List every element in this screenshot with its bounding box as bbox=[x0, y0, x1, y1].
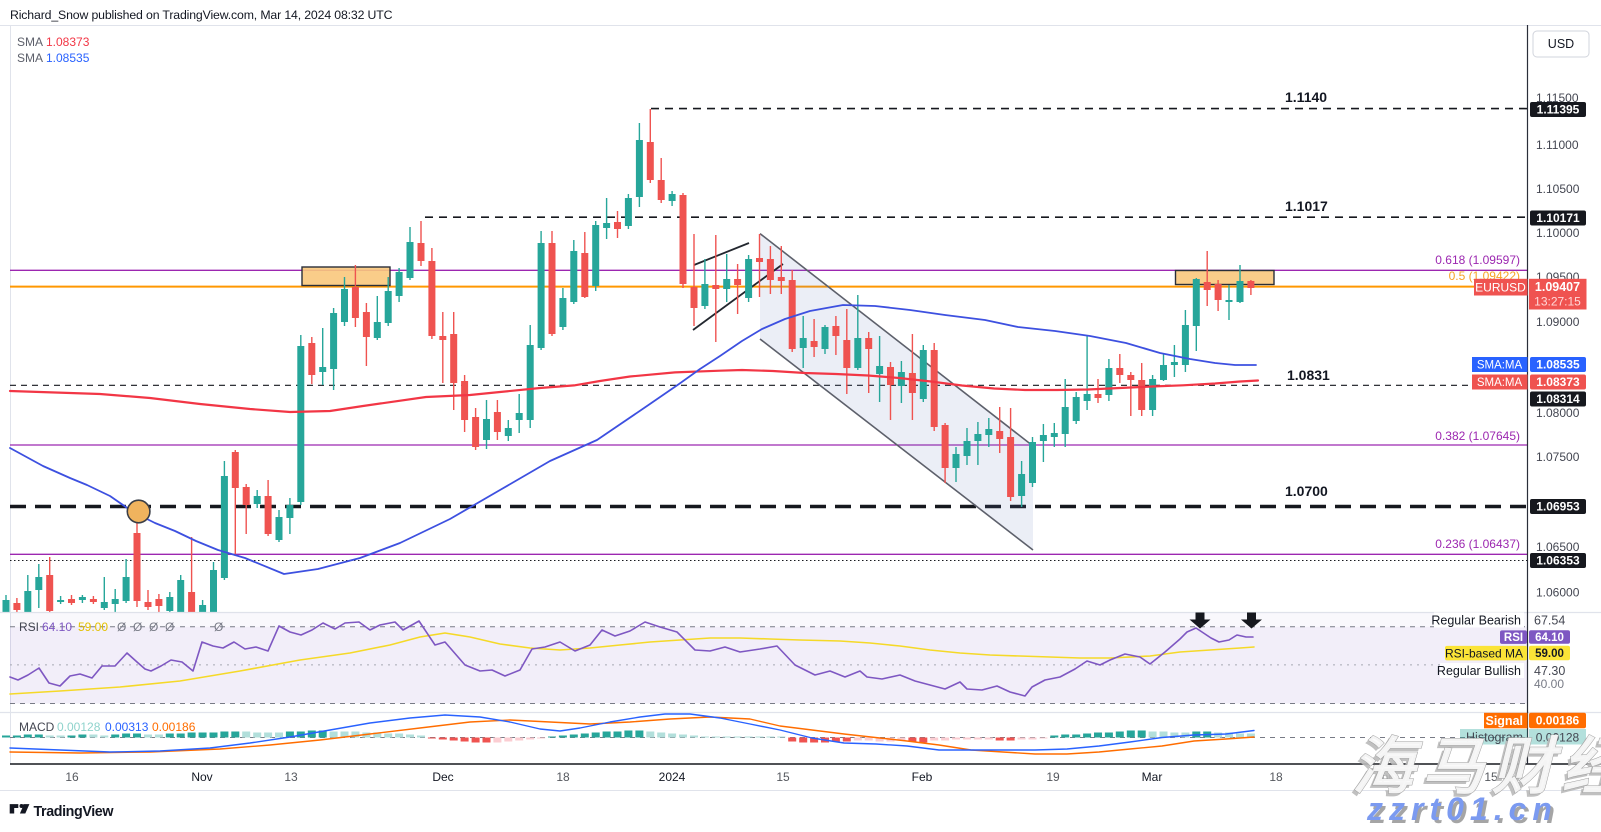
svg-text:海马财经: 海马财经 bbox=[1349, 736, 1601, 805]
svg-text:0.00313: 0.00313 bbox=[105, 720, 149, 734]
svg-text:0.382 (1.07645): 0.382 (1.07645) bbox=[1435, 429, 1520, 443]
svg-text:2024: 2024 bbox=[659, 770, 686, 784]
svg-text:59.00: 59.00 bbox=[78, 620, 108, 634]
svg-text:Ø: Ø bbox=[214, 620, 223, 634]
svg-text:Feb: Feb bbox=[912, 770, 933, 784]
svg-text:RSI-based MA: RSI-based MA bbox=[1445, 646, 1523, 660]
svg-text:1.07500: 1.07500 bbox=[1536, 450, 1580, 464]
svg-text:18: 18 bbox=[556, 770, 570, 784]
svg-text:40.00: 40.00 bbox=[1534, 677, 1564, 691]
svg-text:1.08373: 1.08373 bbox=[46, 35, 90, 49]
svg-text:19: 19 bbox=[1046, 770, 1060, 784]
svg-text:zzrt01.cn: zzrt01.cn bbox=[1369, 794, 1561, 827]
svg-text:海马财经: 海马财经 bbox=[1352, 733, 1601, 802]
svg-text:1.08373: 1.08373 bbox=[1536, 375, 1580, 389]
svg-text:47.30: 47.30 bbox=[1534, 664, 1565, 678]
svg-text:1.11500: 1.11500 bbox=[1536, 91, 1579, 105]
svg-text:1.06000: 1.06000 bbox=[1536, 586, 1580, 600]
svg-text:0.00186: 0.00186 bbox=[1536, 714, 1580, 728]
svg-text:SMA:MA: SMA:MA bbox=[1477, 360, 1523, 372]
svg-text:1.1017: 1.1017 bbox=[1285, 198, 1328, 214]
svg-text:Nov: Nov bbox=[191, 770, 212, 784]
svg-text:1.09407: 1.09407 bbox=[1535, 280, 1580, 294]
svg-text:SMA:MA: SMA:MA bbox=[1477, 377, 1523, 389]
svg-text:1.0831: 1.0831 bbox=[1287, 367, 1330, 383]
svg-text:1.06500: 1.06500 bbox=[1536, 540, 1580, 554]
svg-text:MACD: MACD bbox=[19, 720, 55, 734]
svg-text:SMA: SMA bbox=[17, 51, 43, 65]
svg-text:RSI: RSI bbox=[1504, 632, 1523, 644]
svg-text:Signal: Signal bbox=[1485, 714, 1523, 728]
svg-text:Ø: Ø bbox=[165, 620, 174, 634]
svg-text:RSI: RSI bbox=[19, 620, 39, 634]
svg-text:1.11000: 1.11000 bbox=[1536, 138, 1579, 152]
svg-text:1.06953: 1.06953 bbox=[1536, 500, 1580, 514]
svg-text:1.1140: 1.1140 bbox=[1285, 89, 1327, 105]
svg-text:15: 15 bbox=[776, 770, 790, 784]
svg-text:Richard_Snow published on Trad: Richard_Snow published on TradingView.co… bbox=[10, 8, 393, 22]
svg-text:64.10: 64.10 bbox=[1535, 632, 1564, 644]
svg-text:18: 18 bbox=[1269, 770, 1283, 784]
svg-text:1.10171: 1.10171 bbox=[1536, 211, 1580, 225]
svg-text:1.06353: 1.06353 bbox=[1536, 554, 1580, 568]
svg-text:zzrt01.cn: zzrt01.cn bbox=[1366, 791, 1558, 827]
svg-text:0.236 (1.06437): 0.236 (1.06437) bbox=[1435, 537, 1520, 551]
svg-text:Ø: Ø bbox=[149, 620, 158, 634]
svg-text:0.00186: 0.00186 bbox=[152, 720, 196, 734]
svg-text:0.618 (1.09597): 0.618 (1.09597) bbox=[1435, 253, 1520, 267]
svg-text:USD: USD bbox=[1548, 37, 1574, 51]
svg-text:59.00: 59.00 bbox=[1535, 648, 1564, 660]
svg-text:Ø: Ø bbox=[133, 620, 142, 634]
svg-text:64.10: 64.10 bbox=[42, 620, 72, 634]
svg-text:1.08535: 1.08535 bbox=[46, 51, 90, 65]
svg-text:1.0700: 1.0700 bbox=[1285, 483, 1328, 499]
svg-text:16: 16 bbox=[65, 770, 79, 784]
svg-text:1.08314: 1.08314 bbox=[1536, 392, 1580, 406]
svg-text:15: 15 bbox=[1484, 770, 1498, 784]
svg-text:Histogram: Histogram bbox=[1466, 730, 1523, 744]
svg-text:Regular Bullish: Regular Bullish bbox=[1437, 664, 1521, 678]
svg-text:Apr: Apr bbox=[1374, 770, 1393, 784]
svg-text:13: 13 bbox=[284, 770, 298, 784]
svg-text:1.11395: 1.11395 bbox=[1537, 103, 1580, 117]
svg-text:13:27:15: 13:27:15 bbox=[1534, 295, 1581, 309]
svg-text:SMA: SMA bbox=[17, 35, 43, 49]
svg-text:Dec: Dec bbox=[432, 770, 453, 784]
svg-text:TradingView: TradingView bbox=[34, 804, 115, 820]
svg-text:Regular Bearish: Regular Bearish bbox=[1431, 614, 1521, 628]
svg-text:1.08535: 1.08535 bbox=[1536, 358, 1580, 372]
svg-text:1.08000: 1.08000 bbox=[1536, 406, 1580, 420]
svg-text:EURUSD: EURUSD bbox=[1475, 280, 1526, 294]
svg-text:67.54: 67.54 bbox=[1534, 614, 1565, 628]
svg-text:0.00128: 0.00128 bbox=[1536, 730, 1580, 744]
svg-text:Ø: Ø bbox=[117, 620, 126, 634]
svg-text:1.10500: 1.10500 bbox=[1536, 182, 1580, 196]
svg-text:0.00128: 0.00128 bbox=[57, 720, 101, 734]
svg-text:1.10000: 1.10000 bbox=[1536, 226, 1580, 240]
svg-text:1.09000: 1.09000 bbox=[1536, 315, 1580, 329]
svg-text:Mar: Mar bbox=[1142, 770, 1163, 784]
